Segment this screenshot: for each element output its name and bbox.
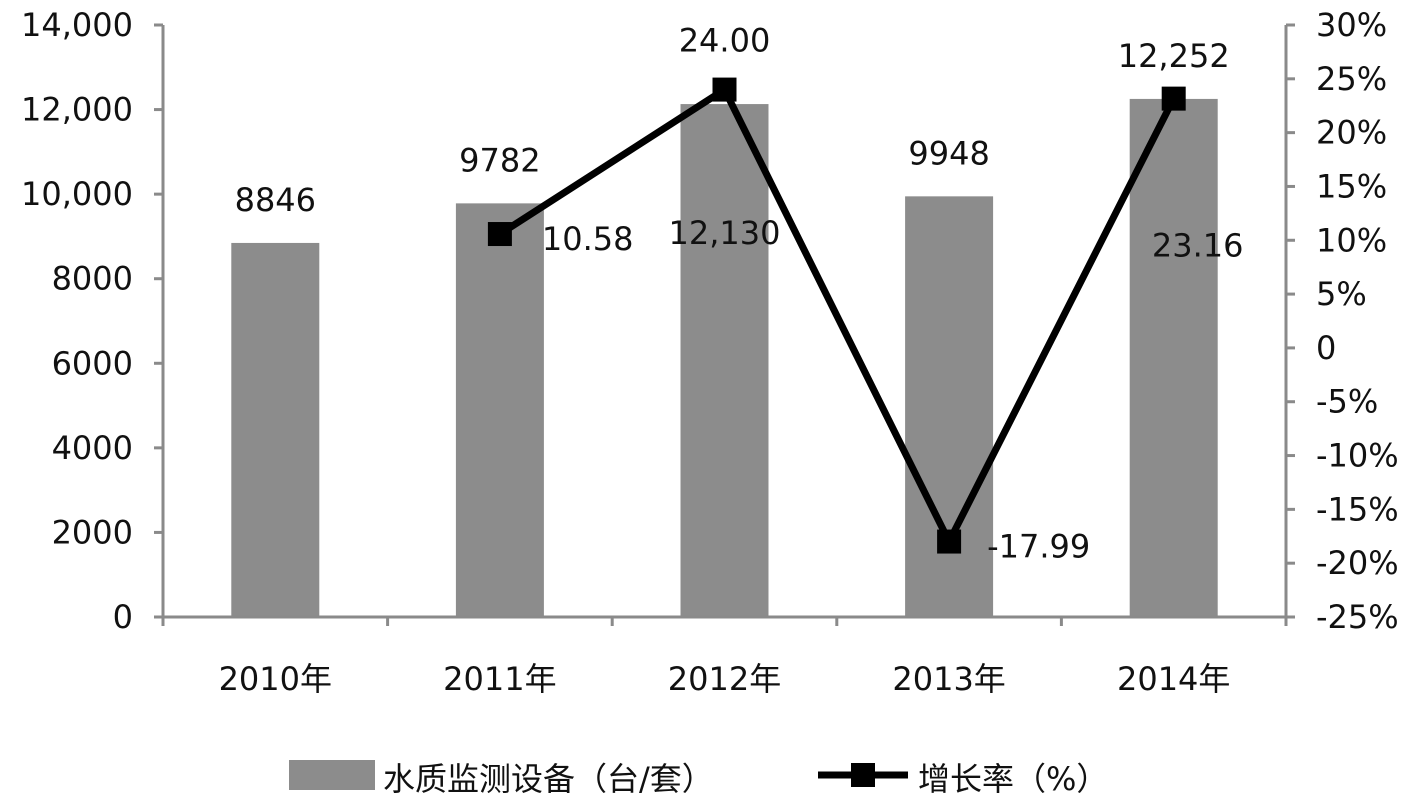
y-right-tick-label: -15% <box>1316 490 1399 528</box>
y-right-tick-label: 30% <box>1316 6 1387 44</box>
y-left-tick-label: 6000 <box>52 344 133 382</box>
legend-bar-label: 水质监测设备（台/套） <box>383 760 714 798</box>
x-tick-label: 2012年 <box>668 660 781 698</box>
x-tick-label: 2011年 <box>443 660 556 698</box>
line-value-label: 10.58 <box>542 220 634 258</box>
line-marker-3 <box>937 529 962 554</box>
bar-value-label: 12,130 <box>669 214 781 252</box>
bar-value-label: 9948 <box>908 134 989 172</box>
line-value-label: 24.00 <box>679 22 771 60</box>
line-series <box>487 77 1186 554</box>
bar-2 <box>680 104 769 618</box>
x-tick-label: 2013年 <box>892 660 1005 698</box>
line-marker-4 <box>1161 86 1186 111</box>
line-marker-1 <box>487 222 512 247</box>
bar-value-label: 12,252 <box>1118 37 1230 75</box>
legend-line-marker <box>851 763 875 787</box>
y-right-tick-label: -20% <box>1316 544 1399 582</box>
x-tick-label: 2010年 <box>219 660 332 698</box>
y-right-tick-label: 10% <box>1316 221 1387 259</box>
y-right-tick-label: 25% <box>1316 60 1387 98</box>
data-labels: 8846 9782 12,130 9948 12,252 10.58 24.00 -17.99… <box>235 22 1244 566</box>
line-value-label: 23.16 <box>1152 227 1244 265</box>
bar-3 <box>905 196 994 617</box>
y-left-tick-label: 4000 <box>52 429 133 467</box>
y-right-tick-label: 0 <box>1316 329 1336 367</box>
y-right-tick-label: 15% <box>1316 167 1387 205</box>
y-left-tick-label: 10,000 <box>21 175 133 213</box>
line-value-label: -17.99 <box>987 528 1090 566</box>
line-marker-2 <box>712 77 737 102</box>
y-right-tick-label: -5% <box>1316 383 1378 421</box>
y-left-tick-label: 14,000 <box>21 6 133 44</box>
y-right-tick-label: 20% <box>1316 114 1387 152</box>
legend-line-label: 增长率（%） <box>918 760 1108 798</box>
bar-value-label: 8846 <box>235 181 316 219</box>
y-left-tick-label: 2000 <box>52 513 133 551</box>
bar-value-label: 9782 <box>459 141 540 179</box>
y-right-tick-label: -25% <box>1316 598 1399 636</box>
legend-bar-swatch <box>289 760 375 790</box>
y-left-tick-label: 8000 <box>52 260 133 298</box>
x-tick-label: 2014年 <box>1117 660 1230 698</box>
growth-rate-line <box>498 86 1177 546</box>
y-left-tick-label: 0 <box>113 598 133 636</box>
bar-0 <box>231 242 320 618</box>
bar-1 <box>455 203 544 617</box>
y-right-tick-label: -10% <box>1316 437 1399 475</box>
y-right-tick-label: 5% <box>1316 275 1367 313</box>
y-left-tick-label: 12,000 <box>21 91 133 129</box>
legend: 水质监测设备（台/套） 增长率（%） <box>289 760 1108 798</box>
bar-series <box>231 98 1218 618</box>
axes: 0 2000 4000 6000 8000 10,000 12,000 14,000 -25% -… <box>21 6 1399 698</box>
bar-4 <box>1129 98 1218 618</box>
